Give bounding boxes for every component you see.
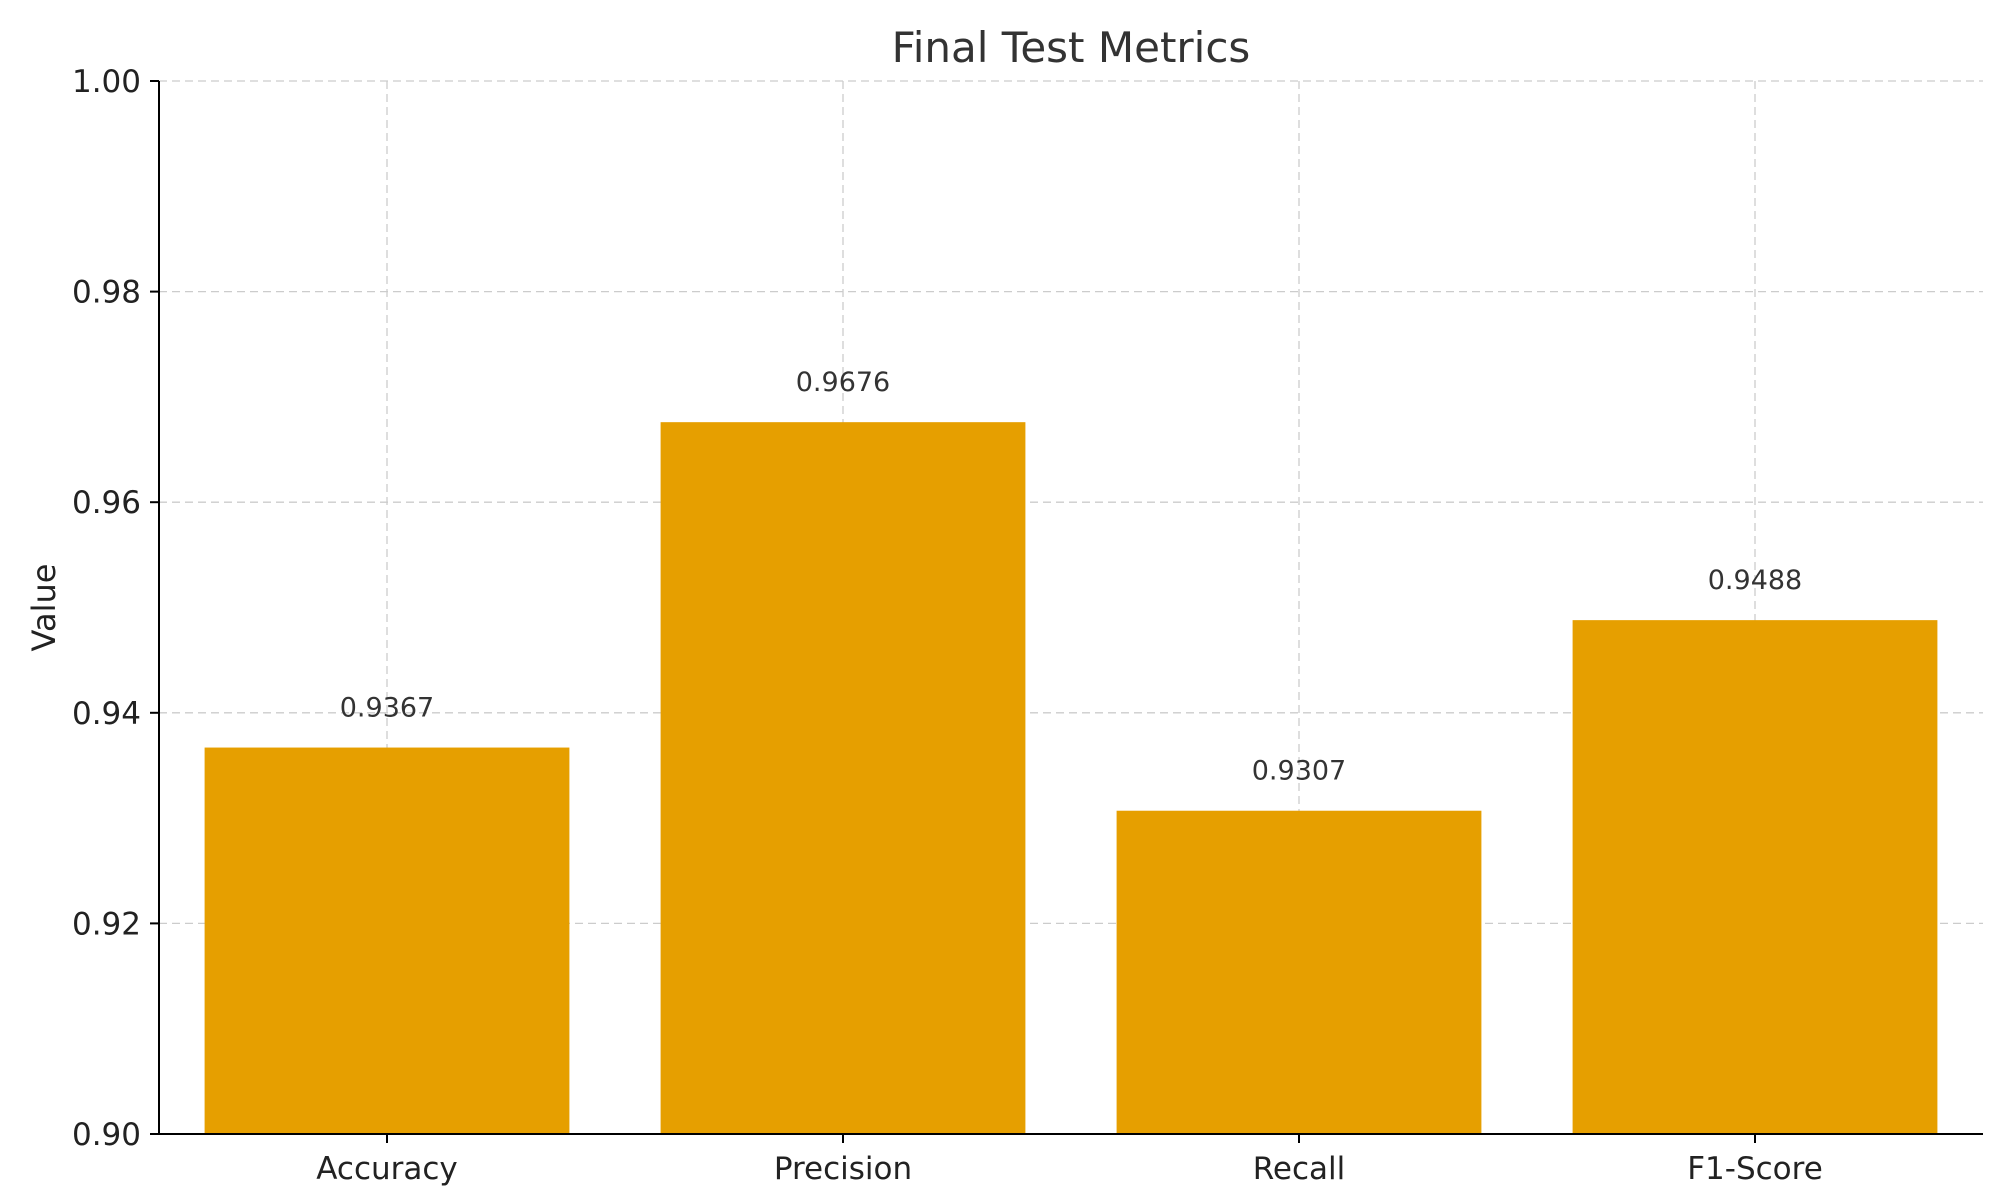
bar-f1-score [1572,620,1938,1134]
bars [204,422,1938,1134]
data-labels: 0.9367 0.9676 0.9307 0.9488 [340,367,1802,787]
bar-recall [1116,810,1482,1134]
x-tick-label-recall: Recall [1253,1151,1346,1187]
y-axis-ticks: 0.90 0.92 0.94 0.96 0.98 1.00 [72,64,159,1153]
value-label-precision: 0.9676 [796,367,890,398]
y-tick-label: 0.92 [72,906,141,942]
chart-title: Final Test Metrics [892,23,1251,72]
bar-accuracy [204,747,570,1134]
y-tick-label: 0.96 [72,485,141,521]
value-label-f1-score: 0.9488 [1708,565,1802,596]
x-axis-ticks: Accuracy Precision Recall F1-Score [316,1134,1823,1187]
x-tick-label-accuracy: Accuracy [316,1151,458,1187]
y-tick-label: 0.90 [72,1117,141,1153]
y-tick-label: 0.98 [72,275,141,311]
axes [158,81,1983,1135]
y-axis-label: Value [25,564,63,652]
y-tick-label: 1.00 [72,64,141,100]
y-tick-label: 0.94 [72,696,141,732]
x-tick-label-f1-score: F1-Score [1687,1151,1823,1187]
value-label-accuracy: 0.9367 [340,693,434,724]
x-tick-label-precision: Precision [774,1151,912,1187]
value-label-recall: 0.9307 [1252,756,1346,787]
bar-precision [660,422,1026,1134]
